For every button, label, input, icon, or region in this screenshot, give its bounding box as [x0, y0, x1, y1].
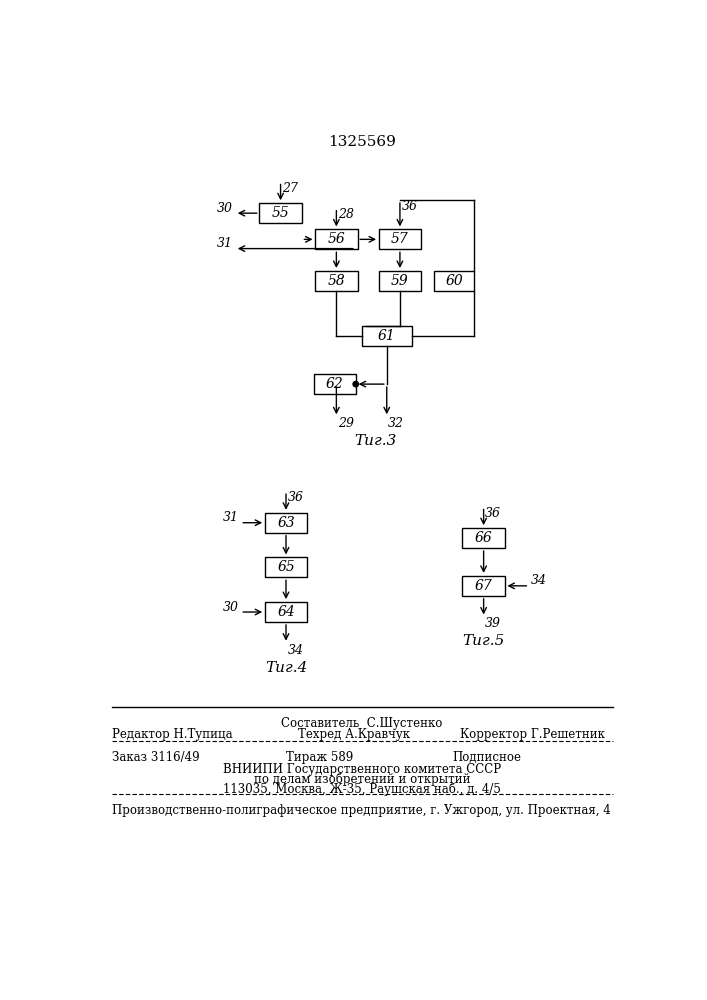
- Bar: [379, 229, 421, 249]
- Text: 32: 32: [388, 417, 404, 430]
- Text: 65: 65: [277, 560, 295, 574]
- Text: 36: 36: [485, 507, 501, 520]
- Text: Корректор Г.Решетник: Корректор Г.Решетник: [460, 728, 605, 741]
- Text: 39: 39: [485, 617, 501, 630]
- Circle shape: [353, 381, 358, 387]
- Text: Τиг.5: Τиг.5: [462, 634, 505, 648]
- Bar: [264, 557, 308, 577]
- Text: 36: 36: [288, 491, 303, 504]
- Text: 66: 66: [474, 531, 493, 545]
- Text: 59: 59: [391, 274, 409, 288]
- Text: Заказ 3116/49: Заказ 3116/49: [112, 751, 199, 764]
- Text: 31: 31: [223, 511, 239, 524]
- Text: 62: 62: [326, 377, 344, 391]
- Text: по делам изобретений и открытий: по делам изобретений и открытий: [254, 773, 470, 786]
- Text: 34: 34: [531, 574, 547, 587]
- Text: 67: 67: [474, 579, 493, 593]
- Text: 36: 36: [402, 200, 417, 213]
- Bar: [264, 602, 308, 622]
- Text: Подписное: Подписное: [452, 751, 522, 764]
- Text: Редактор Н.Тупица: Редактор Н.Тупица: [112, 728, 233, 741]
- Text: Τиг.3: Τиг.3: [354, 434, 397, 448]
- Text: Τиг.4: Τиг.4: [265, 661, 307, 675]
- Text: 60: 60: [445, 274, 463, 288]
- Bar: [361, 326, 412, 346]
- Text: 56: 56: [327, 232, 345, 246]
- Bar: [462, 528, 505, 548]
- Text: 28: 28: [338, 208, 354, 221]
- Text: Тираж 589: Тираж 589: [286, 751, 354, 764]
- Text: 63: 63: [277, 516, 295, 530]
- Text: Техред А.Кравчук: Техред А.Кравчук: [298, 728, 409, 741]
- Bar: [315, 271, 358, 291]
- Text: 113035, Москва, Ж-35, Раушская наб., д. 4/5: 113035, Москва, Ж-35, Раушская наб., д. …: [223, 783, 501, 796]
- Text: 27: 27: [282, 182, 298, 195]
- Text: 64: 64: [277, 605, 295, 619]
- Text: 30: 30: [223, 601, 239, 614]
- Text: 55: 55: [271, 206, 289, 220]
- Text: ВНИИПИ Государственного комитета СССР: ВНИИПИ Государственного комитета СССР: [223, 763, 501, 776]
- Text: Составитель  С.Шустенко: Составитель С.Шустенко: [281, 717, 443, 730]
- Text: 30: 30: [217, 202, 233, 215]
- Bar: [313, 374, 356, 394]
- Bar: [434, 271, 474, 291]
- Text: 61: 61: [378, 329, 396, 343]
- Text: 31: 31: [217, 237, 233, 250]
- Bar: [379, 271, 421, 291]
- Bar: [315, 229, 358, 249]
- Text: 34: 34: [288, 644, 303, 657]
- Text: Производственно-полиграфическое предприятие, г. Ужгород, ул. Проектная, 4: Производственно-полиграфическое предприя…: [112, 804, 610, 817]
- Text: 58: 58: [327, 274, 345, 288]
- Bar: [259, 203, 302, 223]
- Bar: [264, 513, 308, 533]
- Bar: [462, 576, 505, 596]
- Text: 1325569: 1325569: [328, 135, 396, 149]
- Text: 57: 57: [391, 232, 409, 246]
- Text: 29: 29: [338, 417, 354, 430]
